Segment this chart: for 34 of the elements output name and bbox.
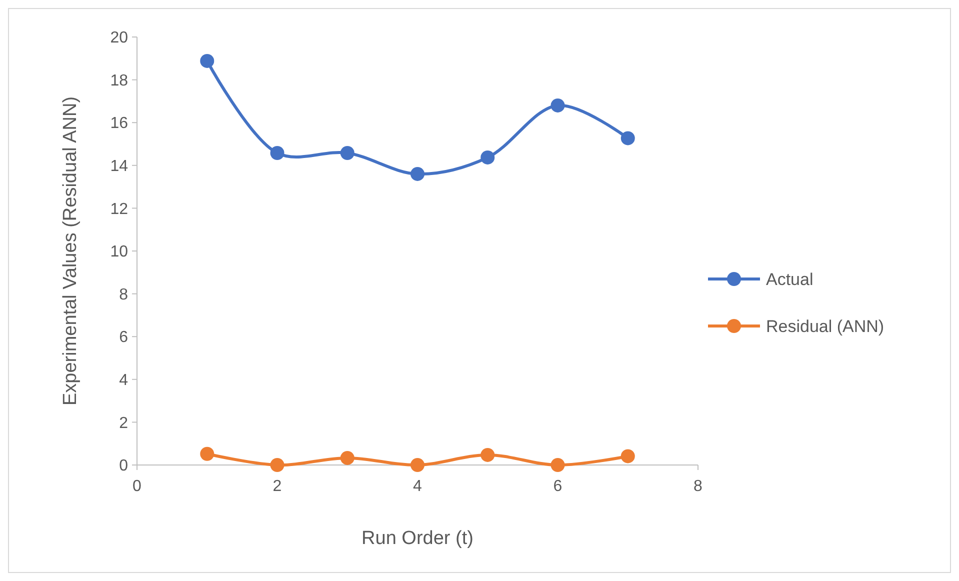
- point: [480, 150, 495, 164]
- point: [550, 458, 565, 472]
- y-tick-label: 8: [119, 286, 128, 304]
- point: [340, 146, 354, 160]
- point: [200, 54, 214, 68]
- x-tick-label: 0: [132, 478, 142, 495]
- point: [270, 458, 284, 472]
- y-tick-label: 0: [119, 458, 128, 475]
- y-tick-label: 16: [110, 115, 128, 132]
- point: [550, 98, 565, 112]
- x-tick-label: 4: [413, 478, 422, 495]
- y-tick-label: 20: [110, 30, 128, 47]
- x-axis-title: Run Order (t): [362, 528, 474, 549]
- legend-label: Residual (ANN): [766, 316, 884, 336]
- point: [620, 131, 635, 146]
- point: [480, 448, 495, 462]
- y-tick-label: 18: [110, 72, 128, 90]
- x-tick-label: 6: [553, 478, 562, 495]
- y-tick-label: 2: [119, 414, 128, 432]
- legend-label: Actual: [766, 270, 814, 289]
- y-tick-label: 4: [119, 372, 128, 389]
- point: [200, 446, 214, 461]
- point: [270, 146, 284, 160]
- y-tick-label: 10: [110, 244, 128, 261]
- point: [620, 449, 635, 464]
- point: [410, 458, 424, 472]
- y-tick-label: 14: [110, 158, 128, 175]
- point: [410, 166, 424, 181]
- y-axis-title: Experimental Values (Residual ANN): [60, 96, 81, 406]
- point: [340, 450, 354, 465]
- x-tick-label: 8: [694, 478, 703, 495]
- y-tick-label: 6: [119, 329, 128, 346]
- y-tick-label: 12: [110, 200, 128, 218]
- x-tick-label: 2: [272, 478, 282, 495]
